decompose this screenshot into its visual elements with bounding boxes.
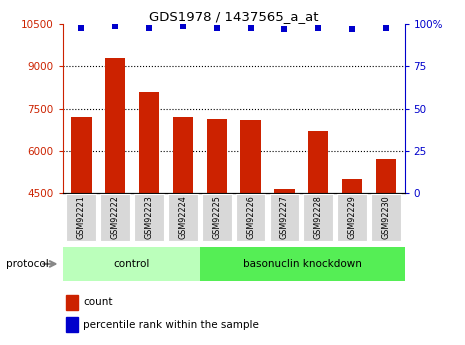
- Text: GSM92222: GSM92222: [111, 195, 120, 239]
- Text: GSM92221: GSM92221: [77, 196, 86, 239]
- Point: [348, 27, 356, 32]
- FancyBboxPatch shape: [236, 194, 266, 240]
- Bar: [342, 179, 362, 193]
- Text: GSM92227: GSM92227: [280, 195, 289, 239]
- Text: control: control: [113, 259, 149, 269]
- Point: [146, 25, 153, 30]
- Bar: [63, 247, 200, 281]
- Text: GSM92225: GSM92225: [212, 195, 221, 239]
- Text: basonuclin knockdown: basonuclin knockdown: [243, 259, 362, 269]
- Text: GSM92230: GSM92230: [381, 196, 391, 239]
- FancyBboxPatch shape: [168, 194, 198, 240]
- Bar: [139, 92, 159, 193]
- Bar: [105, 58, 126, 193]
- Point: [382, 25, 390, 30]
- Text: GSM92226: GSM92226: [246, 196, 255, 239]
- Text: GSM92223: GSM92223: [145, 196, 153, 239]
- Bar: [200, 247, 405, 281]
- Bar: [240, 120, 261, 193]
- Bar: [376, 159, 396, 193]
- Title: GDS1978 / 1437565_a_at: GDS1978 / 1437565_a_at: [149, 10, 319, 23]
- Bar: [66, 317, 78, 332]
- Point: [314, 25, 322, 30]
- Text: GSM92224: GSM92224: [179, 196, 187, 239]
- Point: [281, 27, 288, 32]
- Bar: [173, 117, 193, 193]
- Point: [213, 25, 220, 30]
- Point: [78, 25, 85, 30]
- FancyBboxPatch shape: [202, 194, 232, 240]
- Bar: [206, 119, 227, 193]
- Point: [112, 23, 119, 29]
- Bar: [66, 295, 78, 310]
- Bar: [308, 131, 328, 193]
- Text: GSM92228: GSM92228: [314, 196, 323, 239]
- FancyBboxPatch shape: [66, 194, 96, 240]
- Point: [247, 25, 254, 30]
- FancyBboxPatch shape: [270, 194, 299, 240]
- FancyBboxPatch shape: [371, 194, 401, 240]
- Text: count: count: [83, 297, 113, 307]
- Bar: [274, 189, 294, 193]
- FancyBboxPatch shape: [337, 194, 367, 240]
- FancyBboxPatch shape: [134, 194, 164, 240]
- Point: [179, 23, 186, 29]
- FancyBboxPatch shape: [100, 194, 130, 240]
- Bar: [71, 117, 92, 193]
- Text: protocol: protocol: [6, 259, 48, 269]
- FancyBboxPatch shape: [303, 194, 333, 240]
- Text: percentile rank within the sample: percentile rank within the sample: [83, 319, 259, 329]
- Text: GSM92229: GSM92229: [348, 195, 357, 239]
